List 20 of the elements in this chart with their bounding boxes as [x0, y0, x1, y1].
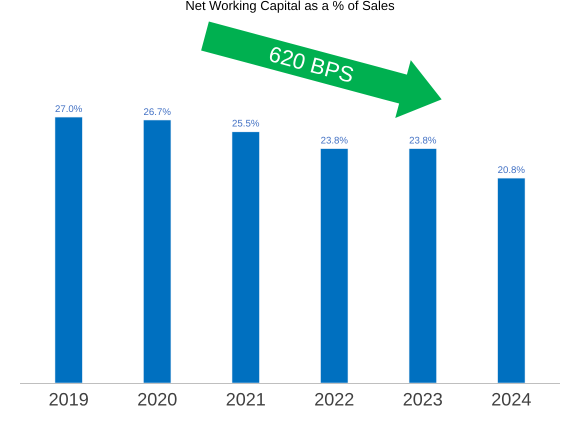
bar [54, 116, 83, 383]
data-label: 26.7% [144, 106, 172, 118]
data-label: 23.8% [409, 135, 437, 146]
x-tick-label: 2021 [226, 390, 266, 410]
bar [320, 148, 348, 383]
x-tick-label: 2022 [314, 390, 354, 410]
bar [408, 148, 437, 383]
x-tick-label: 2023 [402, 390, 443, 410]
data-label: 23.8% [320, 135, 348, 146]
bar [143, 120, 172, 383]
data-label: 25.5% [232, 118, 260, 130]
bar [232, 132, 260, 383]
x-tick-label: 2019 [48, 390, 89, 410]
data-label: 27.0% [54, 104, 83, 115]
data-label: 20.8% [498, 164, 526, 176]
x-tick-label: 2020 [137, 390, 178, 410]
text: 620 BPS [266, 41, 357, 88]
bar [497, 178, 526, 383]
chart-title: Net Working Capital as a % of Sales [185, 0, 396, 13]
x-tick-label: 2024 [491, 390, 532, 410]
